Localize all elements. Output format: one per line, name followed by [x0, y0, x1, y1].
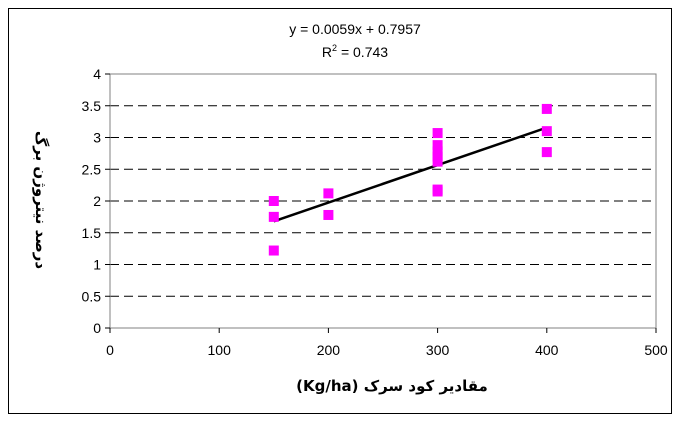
y-tick-label: 1.5 — [82, 225, 102, 241]
data-point — [323, 209, 334, 220]
data-point — [432, 140, 443, 151]
x-tick-label: 0 — [106, 342, 114, 358]
data-point — [268, 211, 279, 222]
data-point — [432, 128, 443, 139]
data-point — [432, 156, 443, 167]
data-point — [323, 188, 334, 199]
data-point — [432, 146, 443, 157]
chart-frame — [8, 8, 672, 414]
r-squared-label: R2 = 0.743 — [322, 43, 388, 60]
grid-lines — [110, 105, 656, 297]
data-point — [268, 245, 279, 256]
trendline — [273, 126, 548, 223]
data-point — [541, 147, 552, 158]
y-axis-title: درصد نیتروژن برگ — [32, 131, 50, 270]
x-axis-title: مقادیر کود سرک (Kg/ha) — [296, 377, 488, 395]
data-point — [268, 196, 279, 206]
data-point — [432, 151, 443, 162]
x-tick-label: 300 — [426, 342, 450, 358]
y-tick-label: 2 — [93, 193, 101, 209]
x-tick-label: 400 — [535, 342, 559, 358]
y-tick-label: 2.5 — [82, 161, 102, 177]
y-tick-label: 3 — [93, 130, 101, 146]
y-tick-label: 0 — [93, 320, 101, 336]
x-axis-ticks: 0 100 200 300 400 500 — [106, 328, 668, 358]
x-tick-label: 500 — [644, 342, 668, 358]
y-tick-label: 3.5 — [82, 98, 102, 114]
y-tick-label: 0.5 — [82, 288, 102, 304]
data-point — [541, 126, 552, 137]
data-point — [432, 184, 443, 195]
data-points — [268, 103, 552, 256]
x-tick-label: 100 — [208, 342, 232, 358]
y-tick-label: 4 — [93, 66, 101, 82]
y-tick-label: 1 — [93, 257, 101, 273]
x-tick-label: 200 — [317, 342, 341, 358]
y-axis-ticks: 0 0.5 1 1.5 2 2.5 3 3.5 4 — [82, 66, 110, 336]
trendline-equation: y = 0.0059x + 0.7957 — [289, 21, 421, 37]
data-point — [541, 103, 552, 114]
